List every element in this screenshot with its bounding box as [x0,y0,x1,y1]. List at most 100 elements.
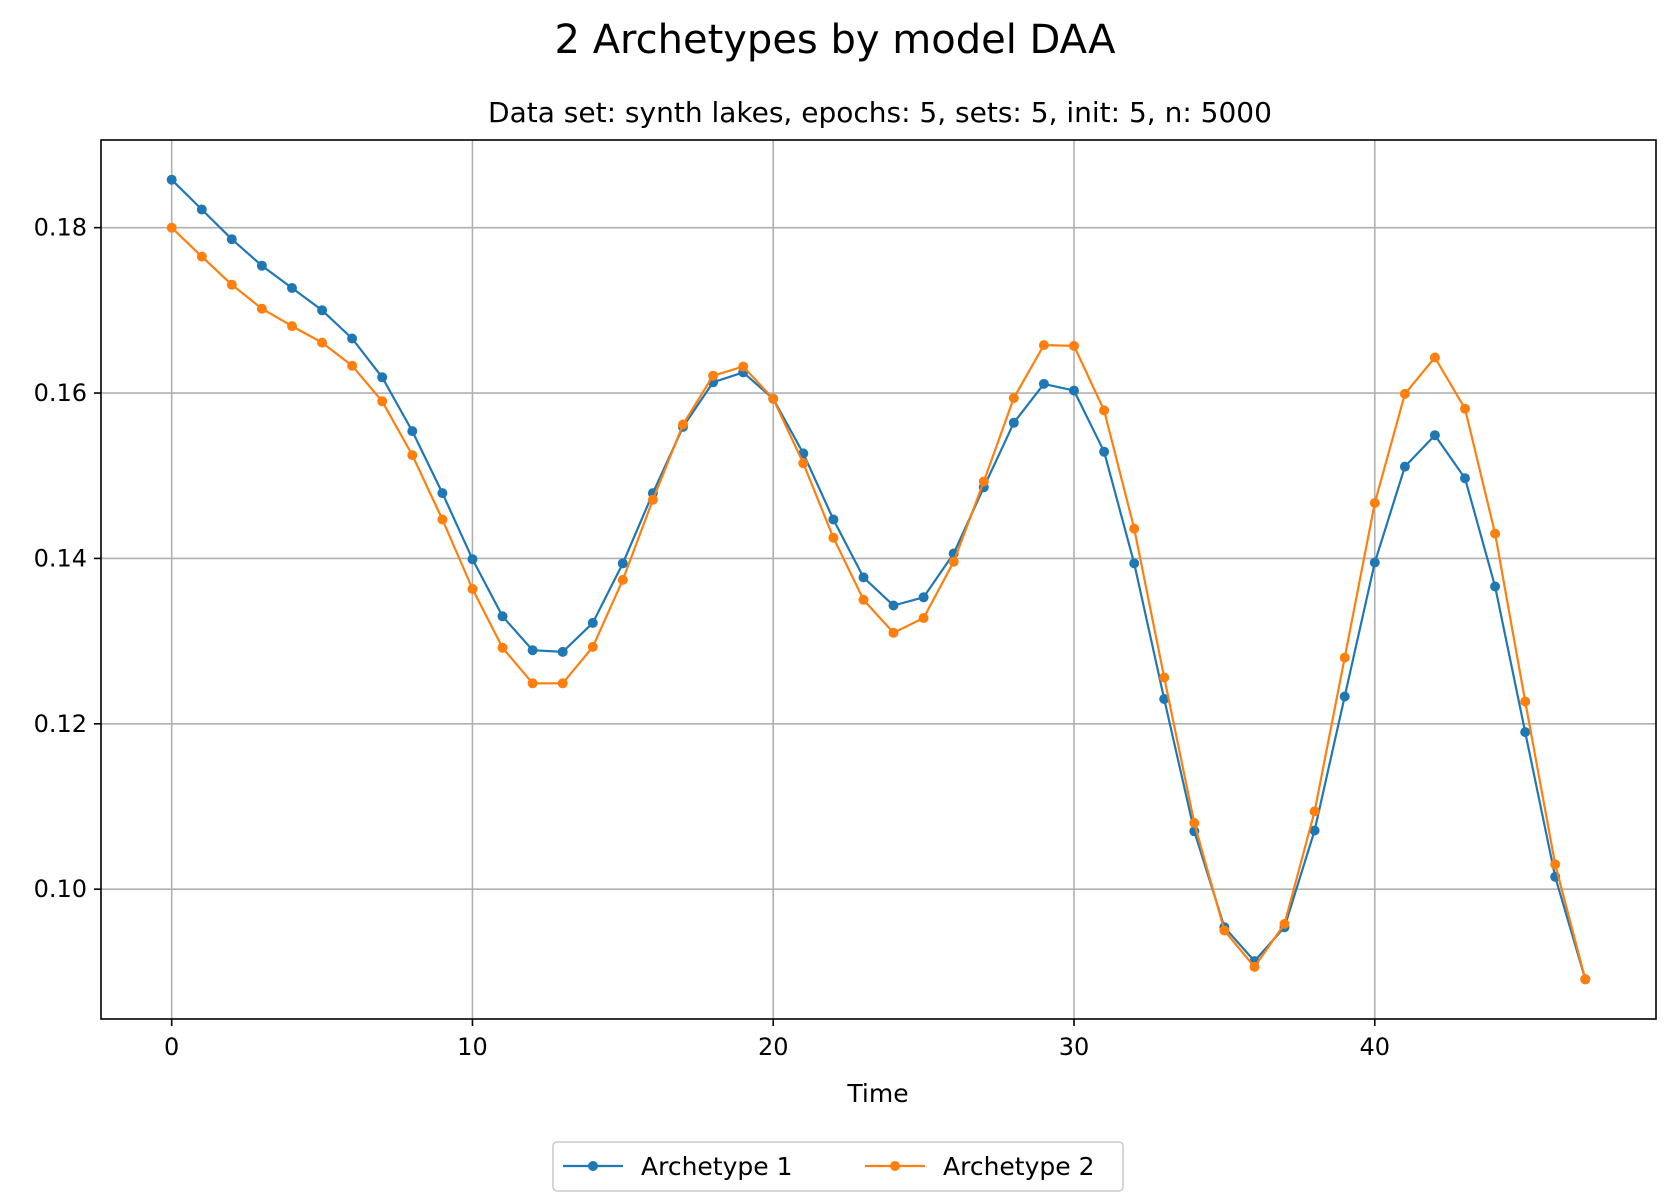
data-point [317,305,328,316]
data-point [1339,652,1350,663]
data-point [918,592,929,603]
data-point [828,514,839,525]
data-point [858,572,869,583]
data-point [1069,385,1079,396]
data-point [678,419,688,430]
data-point [196,204,207,215]
data-point [1369,498,1380,508]
legend: Archetype 1 Archetype 2 [552,1141,1124,1192]
data-point [587,617,598,628]
data-point [287,283,297,293]
data-point [377,396,388,407]
data-point [256,303,267,314]
y-tick-label: 0.14 [34,544,87,572]
data-point [497,642,508,653]
data-point [1189,818,1200,828]
data-point [557,678,568,689]
x-tick-label: 40 [1360,1033,1391,1061]
legend-label-archetype-2: Archetype 2 [943,1152,1095,1181]
data-point [1490,581,1501,592]
data-point [1490,528,1501,539]
data-point [226,234,237,245]
data-point [467,554,478,565]
x-tick-label: 0 [164,1033,179,1061]
y-tick-label: 0.18 [34,214,87,242]
data-point [1099,405,1110,416]
legend-marker-archetype-2 [890,1161,900,1171]
data-point [1219,925,1230,936]
data-point [978,476,989,487]
data-point [256,260,267,271]
data-point [1550,859,1561,870]
data-point [1460,473,1470,484]
data-point [798,458,809,469]
data-point [1520,727,1531,738]
data-point [1429,430,1440,441]
data-point [166,174,177,185]
data-point [377,372,388,383]
data-point [347,333,358,344]
data-point [1309,825,1320,836]
data-point [437,488,448,499]
data-point [1159,672,1170,683]
legend-marker-archetype-1 [588,1161,598,1171]
data-point [1429,352,1440,363]
data-point [1069,340,1079,351]
data-point [858,594,869,605]
data-point [1399,388,1410,399]
data-point [497,611,508,622]
data-point [166,222,177,233]
data-point [1129,523,1140,534]
data-point [1339,691,1350,702]
grid-lines [101,140,1656,1019]
data-point [1038,378,1049,389]
data-point [1520,696,1531,707]
x-axis-label: Time [846,1079,908,1108]
data-point [407,450,418,461]
data-point [226,279,237,290]
data-point [1460,403,1470,414]
data-point [888,627,899,638]
data-point [1129,558,1140,569]
data-point [557,646,568,657]
data-point [1038,340,1049,351]
data-point [467,584,478,594]
series-archetype-2 [166,222,1591,985]
data-point [918,613,929,623]
data-point [738,361,749,372]
data-point [317,337,328,348]
data-point [948,556,959,567]
plot-area-frame [100,139,1657,1020]
series-line [170,178,1587,980]
data-point [888,600,899,611]
series-layer [166,174,1591,985]
data-point [347,360,358,371]
x-tick-label: 30 [1059,1033,1090,1061]
chart-subtitle: Data set: synth lakes, epochs: 5, sets: … [488,96,1272,129]
data-point [1309,806,1320,817]
data-point [1008,417,1019,428]
data-point [1279,918,1290,929]
data-point [1249,961,1260,972]
data-point [647,494,658,505]
data-point [617,574,628,585]
y-tick-label: 0.12 [34,710,87,738]
x-tick-label: 20 [758,1033,789,1061]
chart-title: 2 Archetypes by model DAA [555,17,1117,63]
data-point [1369,557,1380,568]
data-point [828,532,839,543]
data-point [1099,446,1110,457]
data-point [768,393,779,404]
x-tick-label: 10 [457,1033,488,1061]
series-line [170,226,1587,980]
data-point [1399,461,1410,472]
data-point [708,370,719,381]
data-point [1159,694,1170,704]
legend-label-archetype-1: Archetype 1 [641,1152,793,1181]
data-point [587,641,598,652]
data-point [527,645,538,656]
axis-ticks: 0 10 20 30 40 0.10 0.12 0.14 0.16 0.18 [34,214,1390,1061]
data-point [617,558,628,569]
series-archetype-1 [166,174,1591,985]
